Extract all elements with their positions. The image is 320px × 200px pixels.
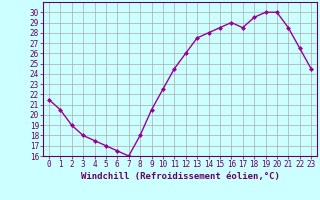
X-axis label: Windchill (Refroidissement éolien,°C): Windchill (Refroidissement éolien,°C): [81, 172, 279, 181]
